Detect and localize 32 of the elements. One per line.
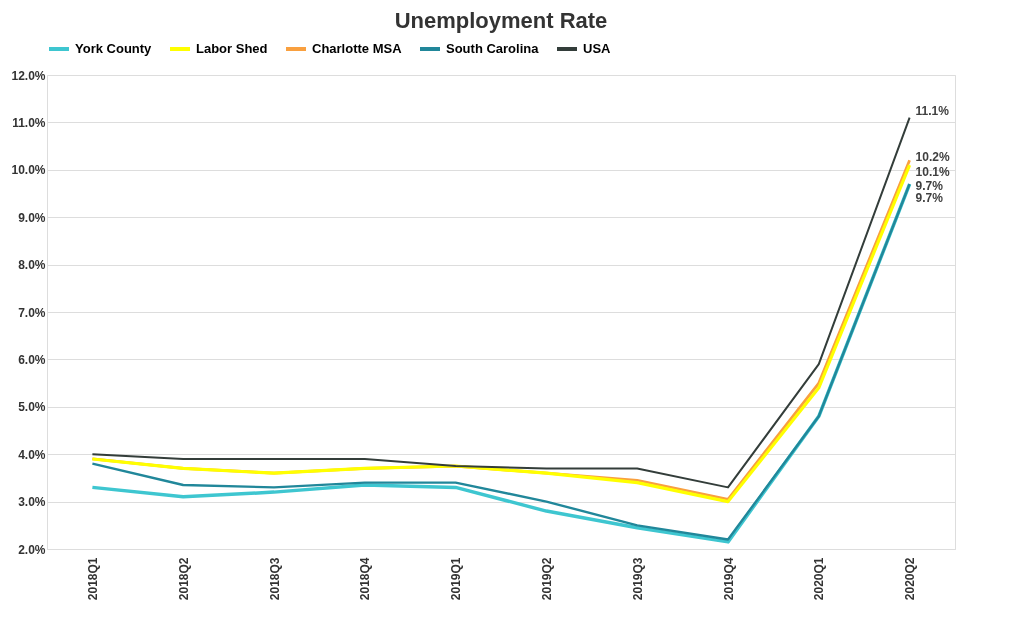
y-tick-label: 4.0% [18, 447, 46, 462]
y-tick-label: 8.0% [18, 258, 46, 273]
data-label: 11.1% [915, 103, 950, 118]
legend-label: Labor Shed [196, 41, 268, 56]
x-tick-label: 2018Q2 [176, 557, 191, 601]
data-label: 10.1% [915, 165, 950, 180]
x-tick-label: 2020Q2 [903, 557, 918, 601]
y-tick-label: 11.0% [12, 115, 46, 130]
chart-title: Unemployment Rate [394, 8, 608, 33]
x-tick-label: 2019Q2 [539, 557, 554, 601]
y-tick-label: 7.0% [18, 305, 46, 320]
data-label: 9.7% [915, 191, 944, 206]
y-tick-label: 10.0% [11, 163, 46, 178]
legend-label: South Carolina [446, 41, 540, 56]
y-tick-label: 12.0% [11, 68, 46, 83]
x-tick-label: 2018Q4 [358, 557, 373, 601]
y-tick-label: 3.0% [18, 495, 46, 510]
y-tick-label: 2.0% [18, 542, 46, 557]
x-tick-label: 2018Q3 [267, 557, 282, 601]
x-tick-label: 2019Q4 [721, 557, 736, 601]
legend-label: USA [583, 41, 612, 56]
y-tick-label: 9.0% [18, 210, 46, 225]
y-tick-label: 6.0% [18, 352, 46, 367]
legend-label: York County [75, 41, 153, 56]
x-tick-label: 2020Q1 [812, 557, 827, 601]
x-tick-label: 2018Q1 [85, 557, 100, 601]
y-tick-label: 5.0% [18, 400, 46, 415]
legend-label: Charlotte MSA [312, 41, 403, 56]
x-tick-label: 2019Q3 [630, 557, 645, 601]
data-label: 9.7% [915, 179, 944, 194]
x-tick-label: 2019Q1 [449, 557, 464, 601]
data-label: 10.2% [915, 150, 950, 165]
